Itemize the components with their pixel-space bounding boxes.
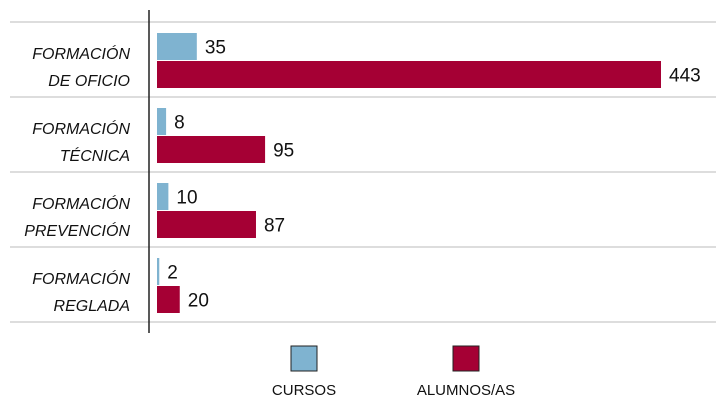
- bar: [157, 258, 160, 285]
- bar: [157, 61, 661, 88]
- value-label: 2: [167, 263, 178, 284]
- category-label: FORMACIÓN REGLADA: [32, 269, 130, 315]
- value-label: 35: [205, 38, 226, 59]
- category-label: FORMACIÓN TÉCNICA: [32, 119, 130, 165]
- legend-label: ALUMNOS/AS: [417, 382, 515, 399]
- category-label: FORMACIÓN DE OFICIO: [32, 44, 130, 90]
- bar: [157, 136, 266, 163]
- value-label: 95: [273, 141, 294, 162]
- legend-swatch: [290, 345, 318, 372]
- value-label: 443: [669, 66, 701, 87]
- bar: [157, 286, 180, 313]
- value-label: 8: [174, 113, 185, 134]
- bar: [157, 33, 197, 60]
- value-label: 20: [188, 291, 209, 312]
- bar: [157, 108, 167, 135]
- value-label: 10: [176, 188, 197, 209]
- legend-swatch: [452, 345, 480, 372]
- category-label: FORMACIÓN PREVENCIÓN: [24, 194, 130, 240]
- bar: [157, 183, 169, 210]
- bar: [157, 211, 256, 238]
- value-label: 87: [264, 216, 285, 237]
- legend-label: CURSOS: [272, 382, 336, 399]
